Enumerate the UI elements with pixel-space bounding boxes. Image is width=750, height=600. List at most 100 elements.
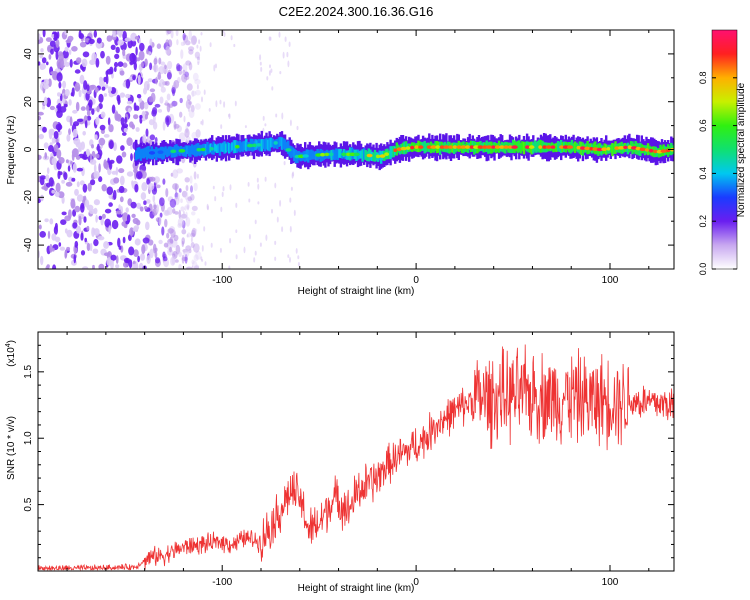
signal-peak [252, 143, 257, 148]
noise-blob [79, 147, 82, 152]
signal-peak [443, 145, 450, 149]
signal-core [207, 144, 211, 154]
noise-blob [49, 40, 56, 47]
noise-blob [96, 143, 100, 152]
noise-blob [159, 96, 164, 104]
noise-blob [132, 75, 136, 81]
noise-blob [191, 227, 197, 238]
noise-blob [180, 198, 183, 203]
signal-peak [170, 149, 177, 154]
noise-blob [181, 190, 188, 198]
noise-blob [235, 254, 238, 260]
noise-blob [116, 30, 124, 37]
noise-blob [76, 118, 84, 123]
noise-blob [157, 71, 161, 80]
signal-core [425, 143, 428, 153]
signal-core [609, 144, 612, 153]
noise-blob [162, 256, 168, 262]
signal-peak [660, 149, 668, 153]
signal-peak [375, 154, 381, 159]
signal-peak [460, 145, 467, 149]
noise-blob [220, 206, 223, 213]
snr-multiplier: (x104) [5, 340, 17, 367]
noise-blob [129, 61, 134, 65]
noise-blob [256, 177, 259, 183]
noise-blob [73, 121, 80, 127]
noise-blob [82, 183, 88, 193]
noise-blob [287, 60, 290, 68]
signal-core [186, 145, 189, 154]
signal-core [217, 143, 220, 153]
signal-core [176, 145, 180, 155]
noise-blob [117, 39, 124, 46]
noise-blob [145, 221, 150, 231]
noise-blob [155, 257, 161, 264]
noise-blob [48, 145, 54, 152]
noise-blob [182, 250, 185, 254]
noise-blob [180, 206, 185, 212]
noise-blob [85, 104, 90, 112]
noise-blob [134, 183, 139, 193]
signal-peak [328, 152, 334, 157]
signal-peak [285, 148, 292, 152]
x-tick-label: 100 [602, 275, 619, 286]
noise-blob [140, 253, 145, 261]
noise-blob [80, 202, 85, 213]
noise-blob [49, 105, 56, 111]
noise-blob [178, 251, 182, 258]
snr-multiplier-base: (x10 [6, 347, 17, 367]
noise-blob [132, 226, 139, 232]
noise-blob [164, 218, 168, 228]
noise-blob [278, 31, 281, 38]
noise-blob [72, 148, 79, 158]
noise-blob [84, 199, 90, 208]
noise-blob [130, 153, 133, 162]
noise-blob [195, 129, 201, 138]
noise-blob [72, 222, 78, 229]
snr-panel: -100 0 100 0.5 1.0 1.5 Height of straight lin… [5, 331, 675, 594]
noise-blob [174, 259, 179, 263]
noise-blob [210, 242, 213, 248]
signal-peak [405, 146, 411, 150]
noise-blob [40, 255, 44, 266]
signal-core [280, 137, 284, 150]
noise-blob [134, 238, 141, 246]
noise-blob [188, 101, 193, 105]
noise-blob [201, 119, 204, 126]
noise-blob [58, 242, 62, 247]
noise-blob [182, 69, 186, 75]
signal-core [612, 143, 616, 154]
noise-blob [66, 229, 73, 238]
noise-blob [48, 129, 53, 140]
noise-blob [195, 264, 200, 269]
noise-blob [96, 105, 100, 113]
noise-blob [143, 80, 150, 91]
noise-blob [155, 184, 161, 189]
noise-blob [101, 86, 106, 91]
noise-blob [220, 124, 223, 129]
noise-blob [137, 74, 141, 85]
noise-blob [221, 191, 224, 198]
noise-blob [153, 204, 157, 209]
noise-blob [274, 240, 277, 245]
noise-blob [296, 125, 299, 131]
noise-blob [169, 198, 177, 208]
signal-core [333, 150, 336, 160]
noise-blob [48, 78, 52, 87]
signal-peak [507, 145, 513, 149]
noise-blob [166, 232, 170, 239]
noise-blob [43, 96, 48, 106]
signal-core [206, 142, 209, 155]
signal-peak [418, 145, 424, 149]
noise-blob [103, 252, 111, 257]
noise-blob [122, 132, 127, 136]
signal-peak [456, 145, 463, 149]
noise-blob [174, 211, 179, 215]
signal-peak [576, 145, 581, 150]
y-tick-label: 1.5 [23, 364, 34, 378]
noise-blob [222, 30, 225, 34]
noise-blob [87, 182, 92, 192]
noise-blob [97, 236, 105, 241]
noise-blob [103, 76, 108, 83]
noise-blob [38, 154, 42, 160]
